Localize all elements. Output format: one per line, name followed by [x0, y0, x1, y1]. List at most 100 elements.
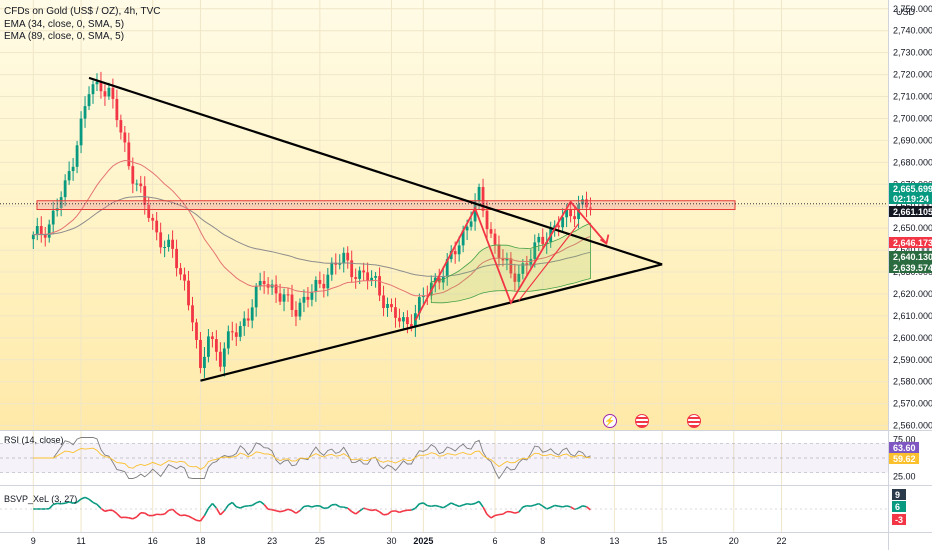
- candle-body: [151, 217, 155, 221]
- bsvp-line-segment: [419, 502, 424, 505]
- price-tick-label: 2,690.000: [893, 135, 932, 145]
- trend-band: [430, 222, 591, 304]
- candle-body: [119, 120, 123, 133]
- bsvp-line-segment: [319, 505, 325, 509]
- bsvp-line-segment: [84, 496, 90, 500]
- price-tick-label: 2,620.000: [893, 289, 932, 299]
- price-tag-label: 2,646.173: [893, 238, 932, 248]
- candle-body: [533, 242, 537, 260]
- date-tick-label: 23: [267, 536, 277, 546]
- bsvp-line-segment: [68, 501, 74, 504]
- bsvp-tag-label: -3: [895, 515, 903, 525]
- bsvp-tag-label: 9: [895, 490, 900, 500]
- candle-body: [163, 247, 167, 249]
- bsvp-line-segment: [427, 504, 432, 508]
- candle-body: [39, 226, 43, 235]
- candle-body: [505, 258, 509, 261]
- candle-body: [318, 280, 322, 284]
- bsvp-tag-label: 6: [895, 502, 900, 512]
- rsi-ma-line: [33, 447, 591, 470]
- price-tick-label: 2,570.000: [893, 399, 932, 409]
- ema89-legend: EMA (89, close, 0, SMA, 5): [4, 31, 125, 42]
- price-tag-bg: [889, 237, 932, 248]
- candle-body: [314, 280, 318, 293]
- candle-body: [131, 166, 135, 184]
- bsvp-pane-bg: [0, 486, 888, 532]
- bsvp-line-segment: [422, 502, 428, 507]
- price-tag-label: 2,640.130: [893, 252, 932, 262]
- bsvp-line-segment: [355, 510, 361, 515]
- bsvp-line-segment: [550, 504, 556, 509]
- price-tag-bg: [889, 262, 932, 273]
- candle-body: [417, 297, 421, 314]
- bsvp-line-segment: [399, 510, 404, 514]
- bsvp-line-segment: [164, 509, 170, 515]
- candle-body: [469, 221, 473, 227]
- bsvp-line-segment: [478, 500, 484, 508]
- event-icon-flag-us[interactable]: [687, 414, 701, 428]
- candle-body: [286, 294, 290, 296]
- zigzag-arrowhead: [599, 234, 610, 245]
- candle-body: [242, 318, 246, 327]
- bsvp-line-segment: [490, 514, 496, 519]
- candle-body: [143, 186, 147, 205]
- bsvp-line-segment: [72, 501, 78, 504]
- candle-body: [445, 259, 449, 277]
- candle-body: [123, 132, 127, 143]
- price-tag-label: 2,639.574: [893, 263, 932, 273]
- price-tick-label: 2,740.000: [893, 26, 932, 36]
- bsvp-line-segment: [64, 501, 70, 504]
- date-tick-label: 15: [657, 536, 667, 546]
- price-tag-bg: [889, 251, 932, 262]
- bsvp-line-segment: [347, 507, 353, 513]
- candle-body: [115, 98, 119, 121]
- bsvp-line-segment: [48, 503, 54, 510]
- bsvp-line-segment: [239, 505, 245, 509]
- bsvp-line-segment: [160, 513, 165, 516]
- bsvp-line-segment: [231, 501, 237, 508]
- bsvp-line-segment: [76, 498, 82, 503]
- candle-body: [111, 87, 115, 99]
- rsi-tag-bg: [889, 442, 919, 453]
- candle-body: [107, 87, 111, 97]
- price-tag-bg: [889, 193, 932, 204]
- candle-body: [477, 187, 481, 202]
- candle-body: [103, 91, 107, 97]
- bsvp-line-segment: [395, 510, 400, 514]
- candle-body: [306, 296, 310, 300]
- price-tick-label: 2,580.000: [893, 377, 932, 387]
- price-tag-bg: [889, 183, 932, 194]
- date-tick-label: 22: [777, 536, 787, 546]
- candle-body: [226, 331, 230, 349]
- rsi-line: [33, 437, 591, 480]
- bsvp-tag-bg: [892, 489, 906, 500]
- candle-body: [214, 339, 218, 352]
- candle-body: [485, 210, 489, 230]
- candle-body: [557, 225, 561, 228]
- candle-body: [302, 296, 306, 303]
- candle-body: [525, 263, 529, 265]
- bsvp-line-segment: [466, 502, 472, 506]
- event-icon-flash[interactable]: ⚡: [603, 414, 617, 428]
- candle-body: [95, 81, 99, 85]
- candle-body: [569, 209, 572, 217]
- candle-body: [589, 207, 592, 209]
- bsvp-line-segment: [303, 505, 309, 508]
- rsi-tag-label: 59.62: [893, 454, 916, 464]
- event-icon-flag-us[interactable]: [635, 414, 649, 428]
- bsvp-line-segment: [255, 500, 261, 504]
- candle-body: [31, 234, 35, 240]
- candle-body: [274, 284, 278, 294]
- candle-body: [513, 273, 517, 282]
- candle-body: [342, 252, 346, 264]
- candle-body: [51, 210, 55, 225]
- candle-body: [310, 292, 314, 300]
- date-tick-label: 11: [76, 536, 85, 546]
- bsvp-line-segment: [554, 504, 559, 507]
- bsvp-line-segment: [534, 502, 540, 506]
- candle-body: [147, 204, 151, 218]
- rsi-legend: RSI (14, close): [4, 435, 64, 445]
- bsvp-line-segment: [112, 509, 118, 515]
- ema34-line: [33, 159, 591, 297]
